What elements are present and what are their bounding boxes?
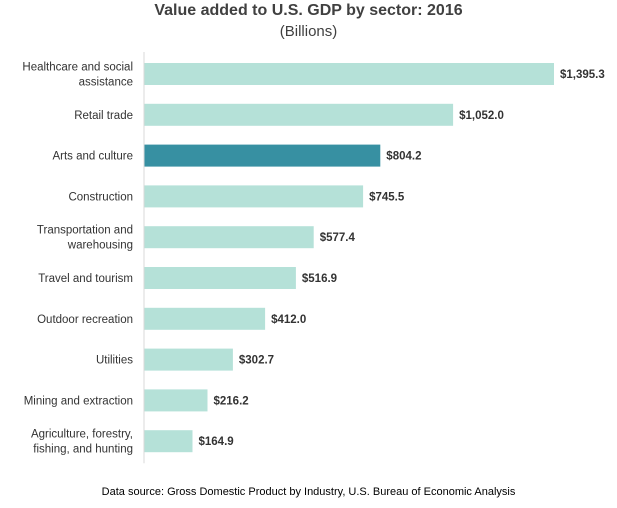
bar-1 — [144, 103, 454, 126]
bar-8 — [144, 389, 208, 412]
category-label-5: Travel and tourism — [38, 273, 133, 285]
data-source-note: Data source: Gross Domestic Product by I… — [101, 486, 516, 498]
bar-3 — [144, 185, 364, 208]
value-label-0: $1,395.3 — [560, 69, 605, 81]
category-label-4-line-1: warehousing — [67, 240, 133, 252]
value-label-4: $577.4 — [320, 232, 356, 244]
category-label-6: Outdoor recreation — [37, 314, 133, 326]
bar-0 — [144, 63, 554, 85]
chart-title: Value added to U.S. GDP by sector: 2016 — [154, 2, 463, 19]
value-label-3: $745.5 — [369, 191, 405, 203]
bar-6 — [144, 307, 266, 330]
category-label-1: Retail trade — [74, 110, 133, 122]
bar-9 — [144, 430, 193, 453]
category-label-9-line-0: Agriculture, forestry, — [31, 429, 133, 441]
value-label-5: $516.9 — [302, 273, 337, 285]
value-label-8: $216.2 — [214, 395, 249, 407]
category-label-9-line-1: fishing, and hunting — [33, 444, 133, 456]
category-label-4-line-0: Transportation and — [37, 225, 133, 237]
value-label-2: $804.2 — [386, 151, 421, 163]
category-label-3: Construction — [68, 191, 133, 203]
bar-4 — [144, 226, 314, 249]
category-label-7: Utilities — [96, 355, 133, 367]
value-label-7: $302.7 — [239, 355, 274, 367]
chart-subtitle: (Billions) — [279, 23, 338, 40]
category-label-2: Arts and culture — [52, 151, 133, 163]
category-label-0-line-1: assistance — [79, 77, 133, 89]
bar-2 — [144, 144, 381, 167]
category-label-8: Mining and extraction — [24, 395, 133, 407]
bar-7 — [144, 348, 233, 371]
value-label-6: $412.0 — [271, 314, 306, 326]
category-label-0-line-0: Healthcare and social — [22, 62, 133, 74]
value-label-1: $1,052.0 — [459, 110, 504, 122]
bar-5 — [144, 267, 296, 289]
value-label-9: $164.9 — [199, 436, 234, 448]
